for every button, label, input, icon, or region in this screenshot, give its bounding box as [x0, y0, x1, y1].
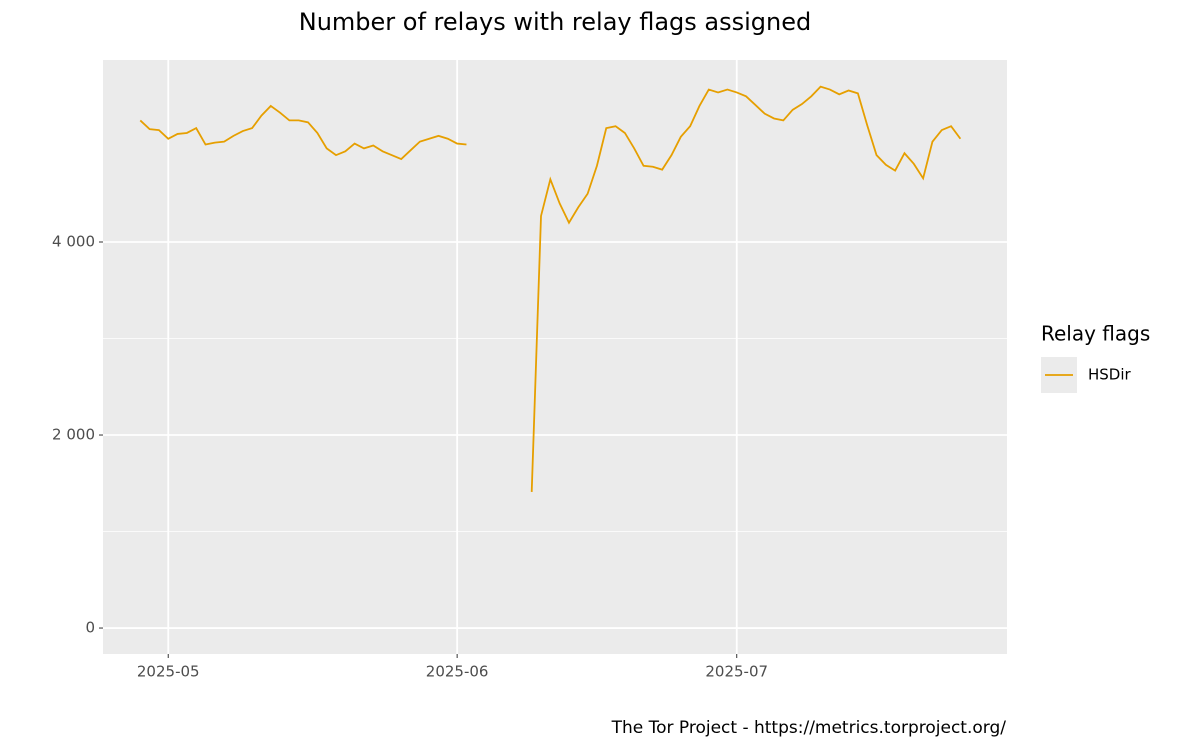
legend: HSDir	[1041, 357, 1132, 393]
x-tick-label: 2025-05	[137, 663, 200, 681]
x-tick-label: 2025-07	[705, 663, 768, 681]
grid	[103, 60, 1007, 654]
y-tick-label: 2 000	[52, 426, 95, 444]
y-tick-label: 0	[85, 619, 95, 637]
line	[139, 85, 962, 492]
legend-label: HSDir	[1088, 366, 1132, 384]
marks	[139, 85, 962, 492]
plot-panel	[103, 60, 1007, 654]
legend-title: Relay flags	[1041, 322, 1150, 346]
caption: The Tor Project - https://metrics.torpro…	[611, 718, 1007, 738]
chart-title: Number of relays with relay flags assign…	[299, 8, 812, 36]
y-tick-label: 4 000	[52, 233, 95, 251]
x-tick-label: 2025-06	[426, 663, 489, 681]
